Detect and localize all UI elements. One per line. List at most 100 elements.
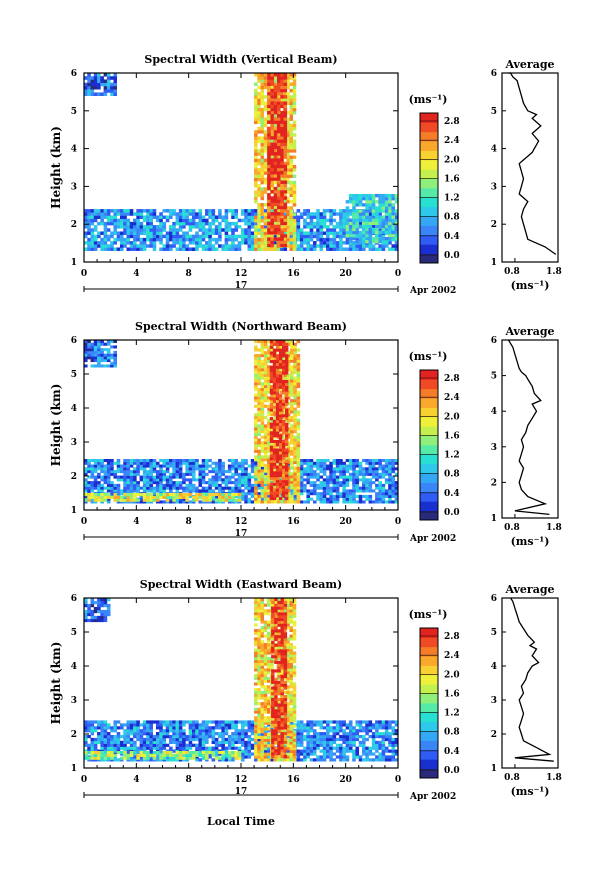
- heatmap-cell: [280, 158, 284, 162]
- heatmap-cell: [378, 459, 382, 463]
- heatmap-cell: [129, 459, 134, 463]
- heatmap-cell: [146, 234, 150, 239]
- heatmap-cell: [358, 500, 363, 504]
- heatmap-cell: [273, 164, 278, 169]
- heatmap-cell: [90, 723, 95, 727]
- heatmap-cell: [286, 497, 291, 501]
- heatmap-cell: [100, 353, 104, 357]
- heatmap-cell: [355, 212, 360, 216]
- heatmap-cell: [224, 475, 229, 479]
- avg-y-tick-label: 5: [491, 372, 497, 382]
- heatmap-cell: [165, 478, 170, 482]
- heatmap-cell: [281, 468, 286, 472]
- heatmap-cell: [303, 472, 307, 476]
- heatmap-cell: [136, 221, 140, 226]
- heatmap-cell: [309, 481, 314, 485]
- heatmap-cell: [191, 209, 196, 213]
- heatmap-cell: [283, 227, 288, 232]
- heatmap-cell: [296, 475, 301, 479]
- heatmap-cell: [270, 114, 275, 118]
- heatmap-cell: [263, 82, 268, 86]
- heatmap-cell: [358, 218, 363, 222]
- heatmap-cell: [237, 475, 242, 479]
- heatmap-cell: [362, 212, 366, 216]
- heatmap-cell: [106, 475, 111, 479]
- heatmap-cell: [201, 247, 206, 251]
- heatmap-cell: [162, 221, 167, 226]
- heatmap-cell: [182, 212, 186, 216]
- colorbar-swatch: [420, 379, 438, 390]
- heatmap-cell: [309, 461, 314, 465]
- heatmap-cell: [269, 474, 274, 478]
- heatmap-cell: [191, 237, 196, 242]
- heatmap-cell: [227, 489, 232, 493]
- heatmap-cell: [275, 474, 280, 478]
- y-tick-label: 2: [71, 472, 77, 482]
- heatmap-cell: [221, 247, 225, 251]
- heatmap-cell: [270, 227, 275, 232]
- heatmap-cell: [205, 467, 209, 471]
- heatmap-cell: [257, 168, 261, 172]
- heatmap-cell: [296, 480, 301, 484]
- heatmap-cell: [375, 247, 379, 251]
- heatmap-cell: [97, 85, 101, 90]
- heatmap-cell: [93, 498, 98, 502]
- heatmap-cell: [276, 95, 281, 99]
- heatmap-cell: [267, 174, 271, 178]
- heatmap-cell: [110, 82, 114, 87]
- heatmap-cell: [329, 231, 333, 235]
- heatmap-cell: [296, 370, 301, 375]
- heatmap-cell: [286, 458, 291, 462]
- heatmap-cell: [106, 470, 111, 474]
- heatmap-cell: [281, 428, 286, 432]
- heatmap-cell: [218, 244, 222, 248]
- heatmap-cell: [290, 446, 294, 451]
- heatmap-cell: [286, 117, 290, 121]
- heatmap-cells: [84, 73, 399, 251]
- heatmap-cell: [90, 241, 95, 245]
- heatmap-cell: [290, 427, 294, 431]
- heatmap-cell: [348, 233, 353, 238]
- heatmap-cell: [159, 486, 163, 490]
- heatmap-cell: [263, 399, 268, 403]
- heatmap-cell: [254, 218, 258, 223]
- heatmap-cell: [100, 732, 104, 736]
- heatmap-cell: [260, 351, 265, 355]
- heatmap-cell: [152, 481, 157, 485]
- heatmap-cell: [280, 148, 284, 153]
- heatmap-cell: [293, 421, 297, 425]
- heatmap-cell: [322, 241, 327, 245]
- heatmap-cell: [211, 228, 216, 232]
- heatmap-cell: [241, 212, 245, 216]
- heatmap-cell: [90, 342, 95, 346]
- heatmap-cell: [169, 481, 173, 485]
- heatmap-cell: [283, 142, 288, 147]
- heatmap-cell: [319, 459, 324, 463]
- heatmap-cell: [149, 241, 153, 245]
- heatmap-cell: [113, 746, 118, 750]
- heatmap-cell: [267, 345, 271, 349]
- heatmap-cell: [332, 461, 337, 465]
- heatmap-cell: [175, 461, 180, 465]
- heatmap-cell: [254, 130, 258, 134]
- heatmap-cell: [319, 483, 324, 487]
- heatmap-cell: [273, 152, 278, 156]
- heatmap-cell: [293, 446, 297, 451]
- heatmap-cell: [191, 495, 196, 499]
- heatmap-cell: [155, 464, 160, 468]
- heatmap-cell: [257, 79, 261, 83]
- heatmap-cell: [275, 419, 280, 424]
- heatmap-cell: [276, 231, 281, 235]
- heatmap-cell: [335, 483, 340, 487]
- heatmap-cell: [280, 79, 284, 83]
- heatmap-cell: [375, 209, 379, 213]
- heatmap-cell: [165, 247, 170, 251]
- heatmap-cell: [319, 218, 324, 223]
- heatmap-cell: [384, 472, 389, 476]
- heatmap-cell: [272, 382, 277, 386]
- heatmap-cell: [339, 247, 343, 251]
- heatmap-cell: [281, 494, 286, 498]
- heatmap-cell: [322, 478, 327, 482]
- heatmap-cell: [286, 79, 290, 83]
- heatmap-cell: [224, 498, 229, 502]
